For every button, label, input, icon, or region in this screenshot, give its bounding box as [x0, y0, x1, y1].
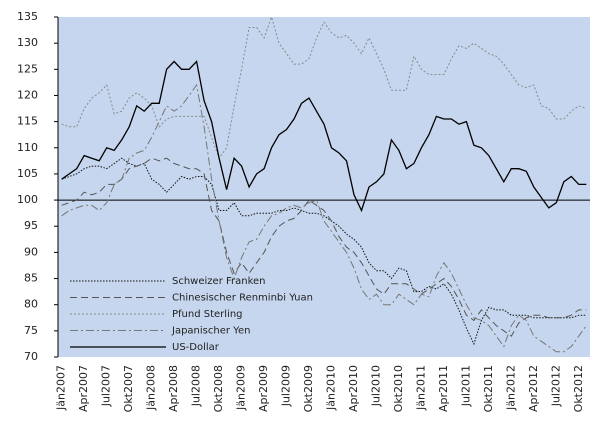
y-tick-label: 130 [17, 36, 38, 49]
series-line [61, 15, 587, 160]
y-tick-label: 115 [17, 115, 38, 128]
y-tick-label: 135 [17, 10, 38, 23]
series-line [61, 83, 587, 353]
x-tick-label: Apr2012 [527, 365, 540, 412]
x-tick-label: Jul2008 [190, 365, 203, 407]
x-tick-label: Jän2012 [504, 365, 517, 411]
x-tick-label: Apr2010 [347, 365, 360, 412]
x-tick-label: Okt2008 [212, 365, 225, 412]
legend-label: Japanischer Yen [171, 326, 250, 337]
y-tick-label: 80 [24, 298, 38, 311]
x-tick-label: Jän2010 [324, 365, 337, 411]
y-tick-label: 120 [17, 88, 38, 101]
legend-label: Schweizer Franken [172, 276, 266, 287]
x-tick-label: Jän2008 [145, 365, 158, 411]
legend-label: Chinesischer Renminbi Yuan [172, 293, 313, 304]
series-line [61, 157, 587, 346]
x-tick-label: Jul2012 [549, 365, 562, 407]
y-tick-label: 125 [17, 62, 38, 75]
x-tick-label: Jul2007 [100, 365, 113, 407]
x-tick-label: Okt2007 [122, 365, 135, 412]
y-tick-label: 105 [17, 167, 38, 180]
series-line [61, 60, 587, 213]
series-line [61, 157, 587, 337]
legend-label: Pfund Sterling [172, 309, 243, 320]
x-tick-label: Apr2011 [437, 365, 450, 412]
x-tick-label: Jul2010 [369, 365, 382, 407]
y-tick-label: 95 [24, 219, 38, 232]
x-tick-label: Okt2011 [482, 365, 495, 412]
y-tick-label: 70 [24, 350, 38, 363]
legend-label: US-Dollar [172, 342, 220, 353]
x-tick-label: Jän2011 [414, 365, 427, 411]
x-tick-label: Okt2012 [572, 365, 585, 412]
x-tick-label: Jul2011 [459, 365, 472, 407]
y-tick-label: 110 [17, 141, 38, 154]
x-tick-label: Apr2009 [257, 365, 270, 412]
y-tick-label: 90 [24, 245, 38, 258]
y-tick-label: 85 [24, 272, 38, 285]
plot-area [58, 17, 590, 357]
x-tick-label: Apr2008 [167, 365, 180, 412]
x-tick-label: Okt2010 [392, 365, 405, 412]
y-tick-label: 100 [17, 193, 38, 206]
y-tick-label: 75 [24, 324, 38, 337]
x-tick-label: Jän2007 [55, 365, 68, 411]
x-tick-label: Jul2009 [280, 365, 293, 407]
x-tick-label: Okt2009 [302, 365, 315, 412]
x-tick-label: Apr2007 [77, 365, 90, 412]
x-tick-label: Jän2009 [235, 365, 248, 411]
